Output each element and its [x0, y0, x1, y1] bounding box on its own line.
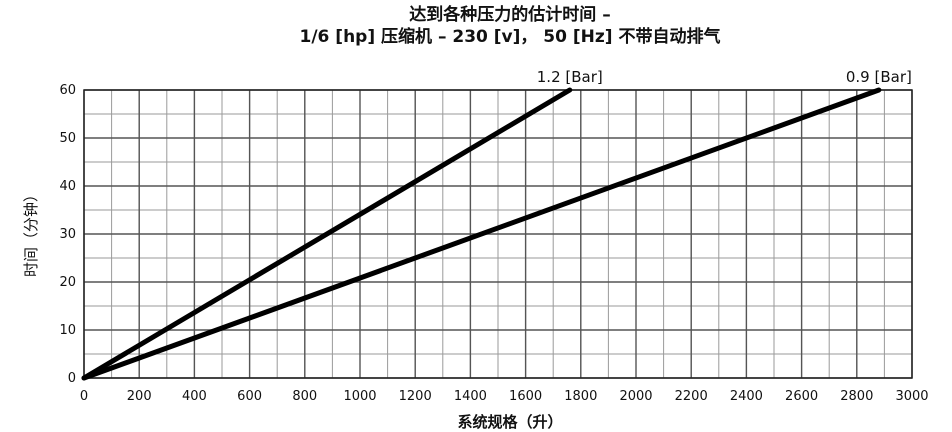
- series-labels: 1.2 [Bar] 0.9 [Bar]: [537, 68, 912, 86]
- x-tick-label: 1400: [454, 389, 487, 404]
- x-tick-label: 2800: [840, 389, 873, 404]
- x-tick-label: 1800: [564, 389, 597, 404]
- x-tick-label: 2400: [730, 389, 763, 404]
- x-tick-labels: 0 200 400 600 800 1000 1200 1400 1600 1800 2000 220…: [80, 389, 929, 404]
- x-tick-label: 1000: [343, 389, 376, 404]
- x-tick-label: 1200: [399, 389, 432, 404]
- y-tick-label: 0: [68, 371, 76, 386]
- x-tick-label: 800: [292, 389, 317, 404]
- y-tick-label: 20: [59, 275, 76, 290]
- x-axis-label: 系统规格（升）: [457, 413, 562, 431]
- series-label-1: 1.2 [Bar]: [537, 68, 603, 86]
- x-tick-label: 0: [80, 389, 88, 404]
- chart-title: 达到各种压力的估计时间 –: [409, 4, 610, 25]
- y-tick-label: 50: [59, 131, 76, 146]
- y-tick-labels: 0 10 20 30 40 50 60: [59, 83, 76, 386]
- y-axis-label: 时间（分钟）: [22, 187, 40, 277]
- chart-subtitle: 1/6 [hp] 压缩机 – 230 [v]， 50 [Hz] 不带自动排气: [300, 26, 721, 47]
- series-lines: [81, 87, 882, 381]
- x-tick-label: 200: [127, 389, 152, 404]
- plot-frame: [83, 89, 913, 379]
- x-tick-label: 600: [237, 389, 262, 404]
- series-line-1: [81, 87, 573, 381]
- x-tick-label: 1600: [509, 389, 542, 404]
- plot-border: [83, 89, 913, 379]
- y-tick-label: 40: [59, 179, 76, 194]
- x-tick-label: 400: [182, 389, 207, 404]
- y-tick-label: 30: [59, 227, 76, 242]
- x-tick-label: 3000: [895, 389, 928, 404]
- y-tick-label: 10: [59, 323, 76, 338]
- series-label-2: 0.9 [Bar]: [846, 68, 912, 86]
- series-line-2: [81, 87, 882, 381]
- x-tick-label: 2200: [675, 389, 708, 404]
- x-tick-label: 2600: [785, 389, 818, 404]
- x-tick-label: 2000: [619, 389, 652, 404]
- y-tick-label: 60: [59, 83, 76, 98]
